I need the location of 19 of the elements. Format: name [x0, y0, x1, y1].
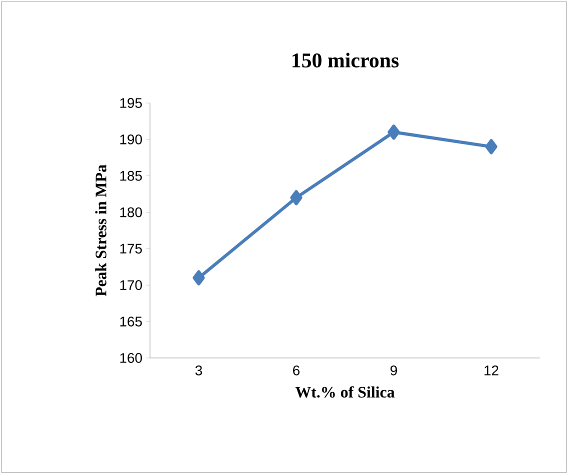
x-tick-label: 9 — [390, 365, 397, 376]
y-axis-title: Peak Stress in MPa — [95, 164, 106, 296]
point — [290, 190, 302, 206]
y-tick-label: 175 — [120, 244, 142, 254]
y-tick-label: 195 — [120, 98, 142, 108]
x-tick-label: 3 — [195, 365, 202, 376]
x-tick-label: 6 — [293, 365, 300, 376]
point — [388, 124, 400, 140]
y-tick-label: 180 — [120, 207, 142, 218]
y-tick-label: 185 — [120, 170, 142, 181]
y-tick-label: 170 — [120, 280, 142, 290]
x-axis-title: Wt.% of Silica — [295, 386, 395, 398]
x-tick-label: 12 — [484, 365, 498, 376]
point — [192, 270, 205, 286]
y-tick-label: 190 — [120, 134, 142, 144]
chart-title: 150 microns — [292, 52, 399, 68]
y-tick-label: 165 — [120, 316, 142, 326]
point — [485, 139, 498, 154]
y-tick-label: 160 — [120, 353, 142, 363]
